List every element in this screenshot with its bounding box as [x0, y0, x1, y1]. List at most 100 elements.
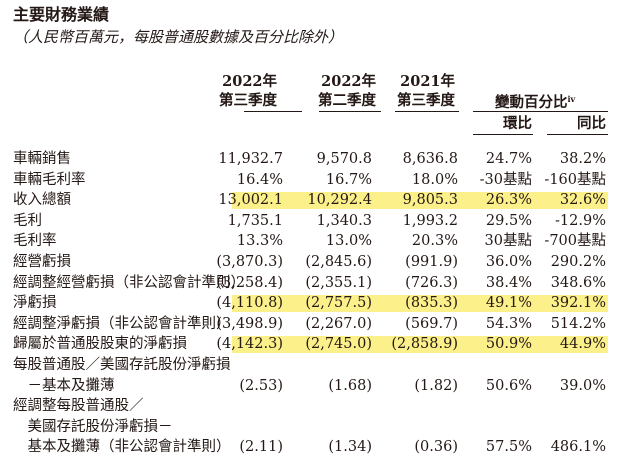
cell-2021-q3: 8,636.8	[402, 151, 458, 167]
cell-2022-q3: 11,932.7	[218, 151, 283, 167]
cell-2022-q2: (1.34)	[328, 439, 372, 456]
row-label: 淨虧損	[13, 295, 57, 312]
cell-2022-q2: 1,340.3	[316, 212, 372, 229]
cell-2022-q2: (2,355.1)	[305, 274, 372, 291]
financial-table: 車輛銷售 11,932.7 9,570.8 8,636.8 24.7% 38.2% 車輛毛利…	[0, 149, 620, 458]
cell-yoy: 39.0%	[559, 377, 606, 394]
cell-2021-q3: (0.36)	[414, 439, 458, 456]
cell-qoq: 26.3%	[485, 192, 532, 209]
change-percent-header: 變動百分比iv	[495, 91, 575, 111]
cell-2021-q3: 1,993.2	[402, 212, 458, 229]
cell-2022-q3: (2.53)	[239, 377, 283, 394]
cell-2022-q2: (2,757.5)	[305, 295, 372, 312]
cell-qoq: 50.9%	[485, 336, 532, 353]
cell-qoq: 50.6%	[485, 377, 532, 394]
table-row: 毛利率 13.3% 13.0% 20.3% 30基點 -700基點	[0, 231, 620, 252]
col2-year: 2022年	[321, 73, 376, 90]
row-label: 經調整每股普通股／	[13, 398, 144, 415]
cell-2022-q2: 16.7%	[325, 171, 372, 188]
qoq-header: 環比	[503, 115, 532, 132]
cell-2022-q2: (2,845.6)	[305, 253, 372, 270]
cell-qoq: 30基點	[484, 233, 532, 250]
cell-yoy: 32.6%	[559, 192, 606, 209]
col2-quarter: 第二季度	[318, 92, 376, 109]
table-row: 收入總額 13,002.1 10,292.4 9,805.3 26.3% 32.6%	[0, 190, 620, 211]
cell-qoq: 57.5%	[485, 439, 532, 456]
cell-2021-q3: (569.7)	[405, 315, 458, 332]
cell-2021-q3: (1.82)	[414, 377, 458, 394]
cell-yoy: 290.2%	[550, 253, 606, 270]
cell-qoq: 36.0%	[485, 253, 532, 270]
table-row: 車輛毛利率 16.4% 16.7% 18.0% -30基點 -160基點	[0, 170, 620, 191]
cell-2022-q2: 10,292.4	[307, 192, 372, 209]
cell-yoy: 44.9%	[559, 336, 606, 353]
row-label: 基本及攤薄（非公認會計準則）	[13, 439, 231, 456]
cell-qoq: -30基點	[479, 171, 532, 188]
row-label: 車輛毛利率	[13, 171, 86, 188]
change-underline	[473, 111, 608, 112]
table-row: 歸屬於普通股股東的淨虧損 (4,142.3) (2,745.0) (2,858.9) 5…	[0, 334, 620, 355]
col3-quarter: 第三季度	[397, 92, 455, 109]
cell-2022-q3: (3,498.9)	[216, 315, 283, 332]
cell-yoy: 486.1%	[550, 439, 606, 456]
row-label: 歸屬於普通股股東的淨虧損	[13, 336, 187, 353]
cell-2022-q3: (3,258.4)	[216, 274, 283, 291]
qoq-underline	[473, 134, 533, 135]
cell-2021-q3: 20.3%	[411, 233, 458, 250]
row-highlight	[371, 336, 464, 354]
cell-2022-q3: 13.3%	[236, 233, 283, 250]
col2-underline	[319, 111, 381, 112]
cell-yoy: -700基點	[544, 233, 606, 250]
table-row: 經調整經營虧損（非公認會計準則） (3,258.4) (2,355.1) (726.3…	[0, 273, 620, 294]
row-label: －基本及攤薄	[13, 377, 115, 394]
row-highlight	[371, 295, 464, 313]
cell-2022-q2: 9,570.8	[316, 151, 372, 167]
cell-2021-q3: (835.3)	[405, 295, 458, 312]
cell-2022-q3: (4,110.8)	[216, 295, 283, 312]
yoy-underline	[547, 134, 608, 135]
table-row: 每股普通股／美國存託股份淨虧損	[0, 355, 620, 376]
page-title: 主要財務業績	[13, 5, 110, 24]
cell-2022-q2: 13.0%	[325, 233, 372, 250]
col1-underline	[244, 111, 302, 112]
row-highlight	[371, 192, 464, 210]
row-label: 經調整淨虧損（非公認會計準則）	[13, 315, 231, 332]
cell-2021-q3: (726.3)	[405, 274, 458, 291]
table-row: 美國存託股份淨虧損－	[0, 417, 620, 438]
row-highlight	[232, 192, 371, 210]
row-label: 經調整經營虧損（非公認會計準則）	[13, 274, 245, 291]
col1-quarter: 第三季度	[219, 92, 277, 109]
row-label: 車輛銷售	[13, 151, 71, 167]
cell-2022-q3: (3,870.3)	[216, 253, 283, 270]
page-subtitle: （人民幣百萬元，每股普通股數據及百分比除外）	[13, 28, 344, 46]
cell-2022-q3: (2.11)	[239, 439, 283, 456]
cell-qoq: 24.7%	[485, 151, 532, 167]
cell-yoy: -160基點	[544, 171, 606, 188]
table-row: 經營虧損 (3,870.3) (2,845.6) (991.9) 36.0% 290.2%	[0, 252, 620, 273]
cell-yoy: 514.2%	[550, 315, 606, 332]
cell-qoq: 29.5%	[485, 212, 532, 229]
cell-yoy: 348.6%	[550, 274, 606, 291]
cell-2022-q3: 16.4%	[236, 171, 283, 188]
cell-qoq: 54.3%	[485, 315, 532, 332]
table-row: 基本及攤薄（非公認會計準則） (2.11) (1.34) (0.36) 57.5% 486…	[0, 437, 620, 458]
cell-yoy: -12.9%	[555, 212, 606, 229]
yoy-header: 同比	[577, 115, 606, 132]
col3-year: 2021年	[400, 73, 455, 90]
table-row: 毛利 1,735.1 1,340.3 1,993.2 29.5% -12.9%	[0, 211, 620, 232]
row-label: 經營虧損	[13, 253, 71, 270]
cell-qoq: 49.1%	[485, 295, 532, 312]
row-highlight	[464, 295, 608, 313]
row-highlight	[464, 192, 608, 210]
cell-2022-q2: (2,745.0)	[305, 336, 372, 353]
cell-2021-q3: (2,858.9)	[391, 336, 458, 353]
cell-yoy: 392.1%	[550, 295, 606, 312]
cell-qoq: 38.4%	[485, 274, 532, 291]
cell-2022-q2: (2,267.0)	[305, 315, 372, 332]
col1-year: 2022年	[222, 73, 277, 90]
cell-yoy: 38.2%	[559, 151, 606, 167]
cell-2022-q3: 13,002.1	[218, 192, 283, 209]
table-row: 淨虧損 (4,110.8) (2,757.5) (835.3) 49.1% 392.1%	[0, 293, 620, 314]
row-highlight	[232, 336, 371, 354]
cell-2022-q3: (4,142.3)	[216, 336, 283, 353]
